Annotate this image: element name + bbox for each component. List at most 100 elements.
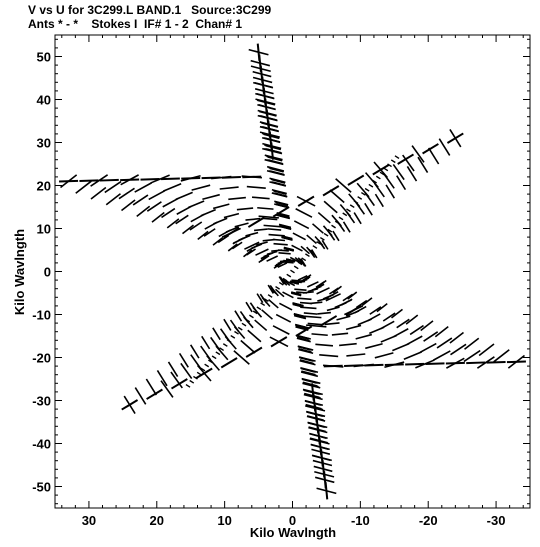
uv-point xyxy=(195,367,213,379)
uv-point xyxy=(271,178,286,184)
uv-point xyxy=(79,179,99,183)
uv-point xyxy=(314,283,325,290)
uv-point xyxy=(312,223,324,234)
uv-point xyxy=(332,230,340,242)
uv-point xyxy=(384,363,404,366)
y-tick-label: 30 xyxy=(37,136,51,151)
uv-point xyxy=(212,237,224,246)
x-tick-label: 0 xyxy=(289,513,296,528)
uv-point xyxy=(311,333,328,337)
uv-point xyxy=(323,364,343,368)
uv-point xyxy=(280,224,291,229)
uv-point xyxy=(299,359,314,365)
uv-point xyxy=(243,249,253,258)
uv-point xyxy=(202,193,220,201)
uv-point xyxy=(277,262,288,268)
uv-point xyxy=(283,261,294,264)
uv-point xyxy=(325,293,341,302)
uv-point xyxy=(240,339,256,354)
uv-point xyxy=(223,227,240,239)
uv-point xyxy=(396,318,410,329)
uv-point xyxy=(280,225,292,230)
uv-point xyxy=(249,314,254,319)
y-tick-label: -30 xyxy=(32,394,51,409)
uv-point xyxy=(293,313,305,318)
uv-point xyxy=(307,422,325,428)
uv-point xyxy=(364,192,375,207)
uv-point xyxy=(305,253,310,258)
uv-point xyxy=(307,322,323,326)
uv-point xyxy=(332,285,342,294)
uv-point xyxy=(450,343,467,356)
uv-point xyxy=(300,245,310,255)
uv-point xyxy=(223,318,232,331)
uv-point xyxy=(145,378,158,396)
uv-point xyxy=(294,256,304,265)
uv-point xyxy=(394,155,400,160)
uv-point xyxy=(387,163,392,168)
uv-point xyxy=(300,306,317,310)
uv-point xyxy=(364,363,384,367)
uv-point xyxy=(464,337,480,350)
uv-point xyxy=(267,294,273,298)
uv-point xyxy=(334,220,340,225)
uv-point xyxy=(331,224,336,229)
chart-title: V vs U for 3C299.L BAND.1 Source:3C299 xyxy=(28,3,272,17)
uv-point xyxy=(383,173,395,189)
uv-point xyxy=(190,354,202,370)
uv-point xyxy=(369,306,382,315)
y-tick-label: -10 xyxy=(32,308,51,323)
uv-point xyxy=(345,211,356,224)
uv-point xyxy=(260,115,278,121)
uv-point xyxy=(310,249,318,259)
x-tick-label: -10 xyxy=(351,513,370,528)
uv-point xyxy=(361,297,373,306)
uv-point xyxy=(219,347,224,351)
uv-point xyxy=(300,258,307,267)
uv-point xyxy=(367,313,381,322)
y-tick-label: 50 xyxy=(37,50,51,65)
uv-point xyxy=(299,301,313,305)
uv-point xyxy=(315,343,334,347)
uv-point xyxy=(166,218,180,229)
uv-point xyxy=(319,236,325,241)
uv-point xyxy=(335,178,352,193)
uv-point xyxy=(290,269,295,274)
uv-point xyxy=(229,319,240,332)
uv-point xyxy=(476,356,495,369)
uv-point xyxy=(246,185,266,190)
x-tick-label: -20 xyxy=(419,513,438,528)
uv-point xyxy=(445,361,465,365)
uv-point xyxy=(193,375,198,380)
uv-point xyxy=(256,306,262,311)
uv-point xyxy=(466,361,486,365)
uv-point xyxy=(231,241,243,250)
uv-point xyxy=(419,342,437,354)
uv-point xyxy=(299,356,313,362)
uv-point xyxy=(364,202,373,216)
y-tick-label: -40 xyxy=(32,437,51,452)
uv-point xyxy=(326,229,336,241)
uv-point xyxy=(373,182,385,198)
uv-point xyxy=(396,175,407,191)
uv-point xyxy=(327,291,339,298)
uv-point xyxy=(397,153,415,165)
uv-point xyxy=(321,239,329,250)
uv-point xyxy=(347,291,358,300)
uv-point xyxy=(438,138,451,156)
uv-point xyxy=(162,183,182,192)
uv-point xyxy=(391,308,403,319)
uv-point xyxy=(176,205,192,215)
uv-point xyxy=(175,214,189,225)
uv-point xyxy=(304,392,320,399)
uv-point xyxy=(162,197,179,208)
uv-point xyxy=(156,370,168,387)
uv-point xyxy=(256,293,264,304)
uv-point xyxy=(317,279,327,288)
uv-point xyxy=(222,343,228,347)
uv-point xyxy=(506,360,526,364)
uv-point xyxy=(449,331,464,344)
uv-point xyxy=(420,320,434,332)
uv-point xyxy=(245,301,253,313)
uv-point xyxy=(295,208,313,218)
